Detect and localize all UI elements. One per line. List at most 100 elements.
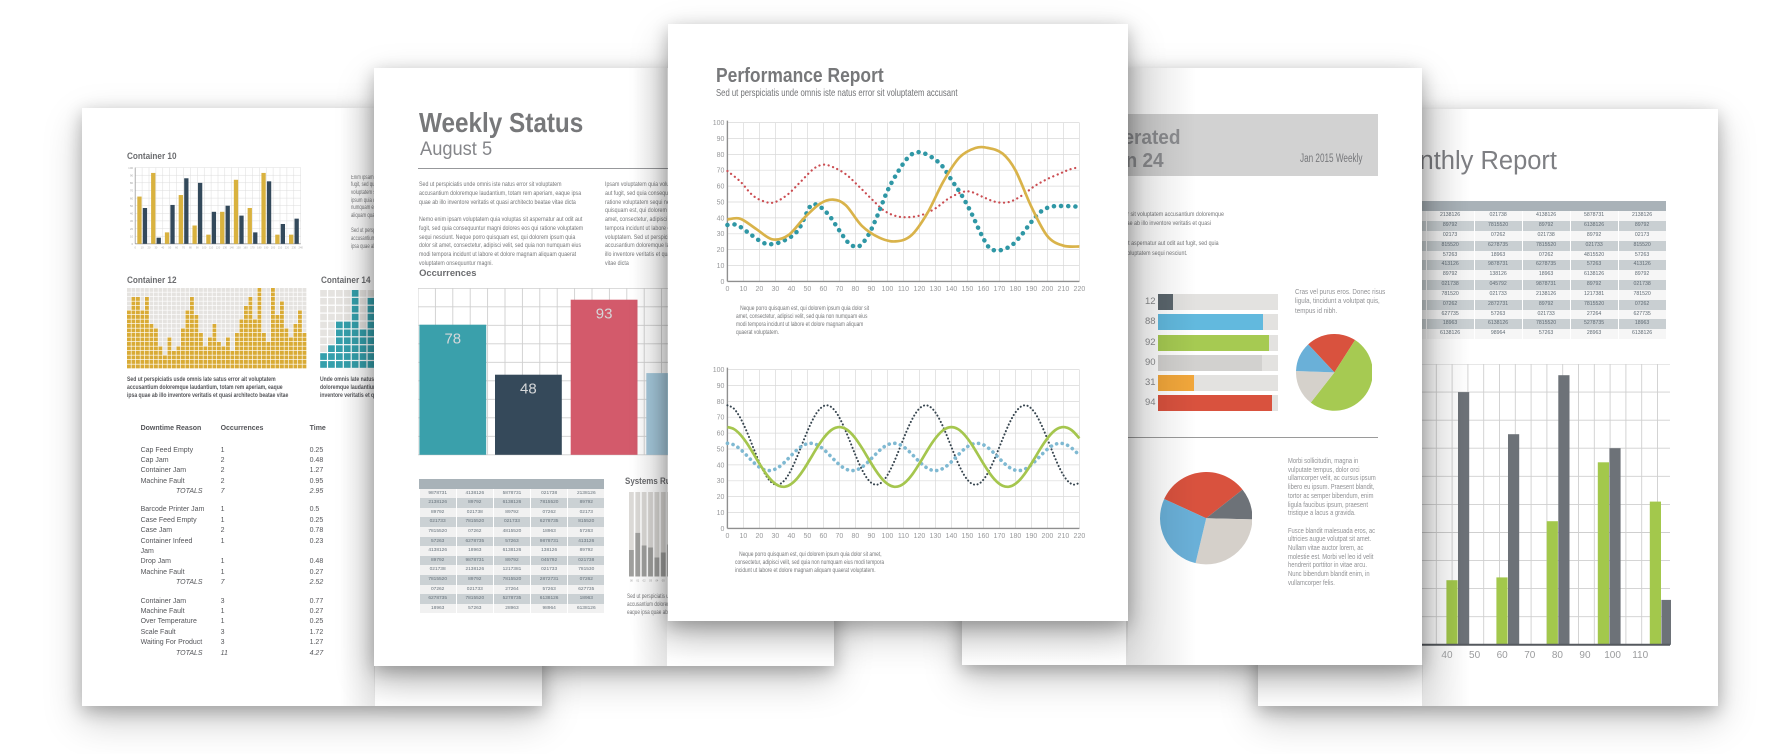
- svg-text:30: 30: [771, 285, 779, 292]
- svg-text:20: 20: [716, 247, 724, 254]
- svg-text:50: 50: [803, 285, 811, 292]
- svg-text:110: 110: [209, 245, 214, 249]
- svg-text:50: 50: [716, 446, 724, 453]
- svg-text:100: 100: [881, 533, 893, 540]
- svg-text:40: 40: [161, 245, 164, 249]
- svg-text:48: 48: [520, 380, 537, 397]
- svg-text:80: 80: [851, 285, 859, 292]
- svg-text:40: 40: [787, 533, 795, 540]
- svg-text:10: 10: [716, 510, 724, 517]
- svg-text:50: 50: [168, 245, 171, 249]
- svg-text:90: 90: [716, 383, 724, 390]
- svg-text:80: 80: [129, 181, 133, 185]
- svg-text:140: 140: [945, 285, 957, 292]
- svg-text:10: 10: [739, 285, 747, 292]
- svg-text:20: 20: [755, 533, 763, 540]
- svg-text:90: 90: [129, 173, 133, 177]
- svg-text:40: 40: [716, 215, 724, 222]
- svg-text:01: 01: [636, 579, 639, 583]
- svg-text:220: 220: [1073, 285, 1085, 292]
- svg-text:100: 100: [712, 120, 724, 127]
- svg-text:40: 40: [716, 462, 724, 469]
- svg-text:70: 70: [835, 285, 843, 292]
- svg-text:60: 60: [819, 533, 827, 540]
- svg-text:220: 220: [284, 245, 289, 249]
- svg-text:50: 50: [803, 533, 811, 540]
- svg-text:160: 160: [977, 285, 989, 292]
- svg-text:200: 200: [271, 245, 276, 249]
- svg-text:80: 80: [716, 399, 724, 406]
- svg-text:50: 50: [129, 204, 133, 208]
- svg-text:40: 40: [787, 285, 795, 292]
- svg-text:190: 190: [1025, 285, 1037, 292]
- svg-text:80: 80: [189, 245, 192, 249]
- svg-text:90: 90: [195, 245, 198, 249]
- svg-text:200: 200: [1041, 533, 1053, 540]
- svg-text:02: 02: [643, 579, 646, 583]
- svg-text:210: 210: [1057, 533, 1069, 540]
- svg-text:200: 200: [1041, 285, 1053, 292]
- svg-text:60: 60: [819, 285, 827, 292]
- svg-text:140: 140: [229, 245, 234, 249]
- svg-text:78: 78: [444, 330, 461, 347]
- svg-text:20: 20: [755, 285, 763, 292]
- svg-text:130: 130: [222, 245, 227, 249]
- svg-text:80: 80: [851, 533, 859, 540]
- svg-text:60: 60: [175, 245, 178, 249]
- svg-text:130: 130: [929, 285, 941, 292]
- svg-text:03: 03: [649, 579, 652, 583]
- svg-text:90: 90: [867, 533, 875, 540]
- svg-text:70: 70: [129, 189, 133, 193]
- svg-text:170: 170: [993, 533, 1005, 540]
- svg-text:120: 120: [913, 533, 925, 540]
- svg-text:210: 210: [277, 245, 282, 249]
- svg-text:93: 93: [595, 305, 612, 322]
- svg-text:100: 100: [202, 245, 207, 249]
- svg-text:10: 10: [716, 262, 724, 269]
- svg-text:240: 240: [298, 245, 303, 249]
- svg-text:160: 160: [977, 533, 989, 540]
- svg-text:10: 10: [140, 245, 143, 249]
- svg-text:30: 30: [716, 231, 724, 238]
- svg-text:0: 0: [134, 245, 136, 249]
- svg-text:70: 70: [716, 167, 724, 174]
- svg-text:110: 110: [897, 285, 908, 292]
- svg-text:20: 20: [147, 245, 150, 249]
- svg-text:04: 04: [655, 579, 658, 583]
- svg-text:170: 170: [993, 285, 1005, 292]
- svg-text:190: 190: [1025, 533, 1037, 540]
- svg-text:110: 110: [897, 533, 908, 540]
- svg-text:190: 190: [264, 245, 269, 249]
- svg-text:60: 60: [716, 183, 724, 190]
- svg-text:00: 00: [630, 579, 633, 583]
- svg-text:230: 230: [291, 245, 296, 249]
- svg-text:100: 100: [881, 285, 893, 292]
- svg-text:150: 150: [236, 245, 241, 249]
- svg-text:50: 50: [716, 199, 724, 206]
- svg-text:0: 0: [720, 526, 724, 533]
- svg-text:160: 160: [243, 245, 248, 249]
- svg-text:130: 130: [929, 533, 941, 540]
- svg-text:0: 0: [725, 533, 729, 540]
- svg-text:140: 140: [945, 533, 957, 540]
- svg-text:10: 10: [739, 533, 747, 540]
- svg-text:30: 30: [154, 245, 157, 249]
- svg-text:0: 0: [131, 242, 133, 246]
- svg-text:30: 30: [716, 478, 724, 485]
- svg-text:30: 30: [771, 533, 779, 540]
- svg-text:180: 180: [1009, 285, 1021, 292]
- svg-text:90: 90: [867, 285, 875, 292]
- svg-text:120: 120: [215, 245, 220, 249]
- svg-text:0: 0: [720, 278, 724, 285]
- svg-text:180: 180: [1009, 533, 1021, 540]
- svg-text:100: 100: [712, 367, 724, 374]
- svg-text:40: 40: [129, 212, 133, 216]
- svg-text:210: 210: [1057, 285, 1069, 292]
- svg-text:60: 60: [129, 196, 133, 200]
- svg-text:120: 120: [913, 285, 925, 292]
- svg-text:0: 0: [725, 285, 729, 292]
- svg-text:05: 05: [662, 579, 665, 583]
- svg-text:90: 90: [716, 135, 724, 142]
- svg-text:20: 20: [716, 494, 724, 501]
- svg-text:70: 70: [182, 245, 185, 249]
